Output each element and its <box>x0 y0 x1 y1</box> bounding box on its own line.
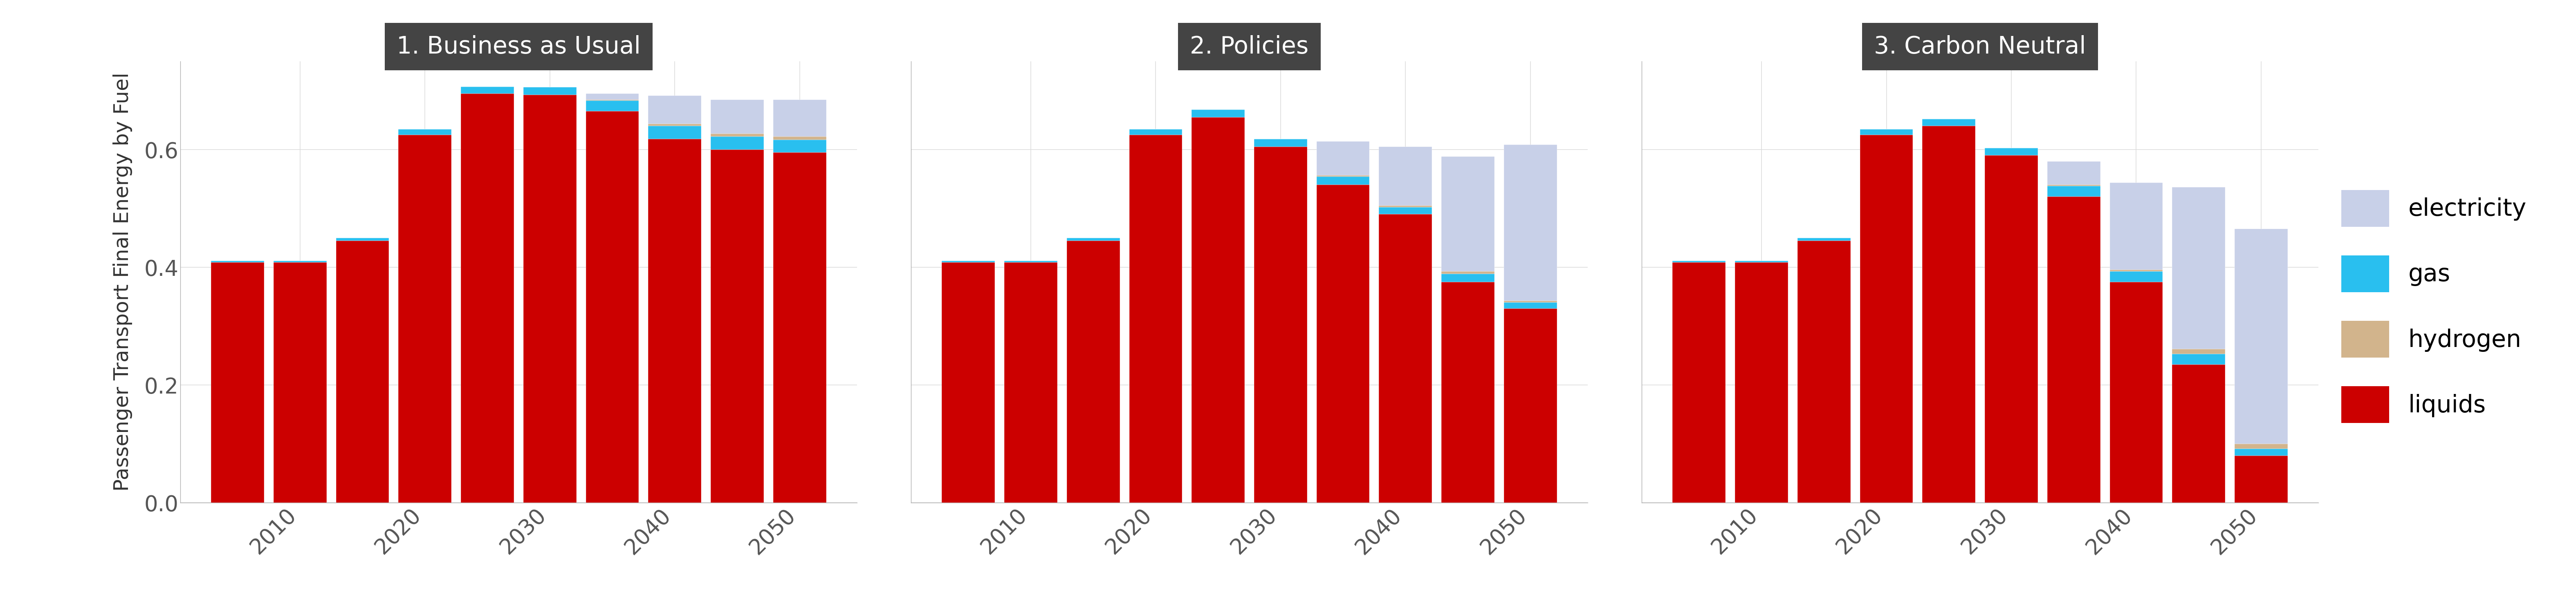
Bar <box>211 261 265 262</box>
Bar <box>711 134 762 137</box>
Bar <box>523 95 577 503</box>
Bar <box>2110 282 2164 503</box>
Bar <box>2233 444 2287 449</box>
Bar <box>773 153 827 503</box>
Bar <box>2172 354 2226 364</box>
Bar <box>273 262 327 503</box>
Bar <box>1193 110 1244 117</box>
Bar <box>1128 135 1182 503</box>
Bar <box>1005 261 1056 262</box>
Bar <box>2110 183 2164 270</box>
Bar <box>1736 261 1788 262</box>
Bar <box>1255 139 1306 147</box>
Bar <box>335 238 389 241</box>
Bar <box>1504 303 1556 308</box>
Bar <box>1443 274 1494 282</box>
Bar <box>1504 145 1556 301</box>
Bar <box>943 261 994 262</box>
Bar <box>1128 129 1182 135</box>
Bar <box>1255 147 1306 503</box>
Bar <box>1860 135 1914 503</box>
Bar <box>585 112 639 503</box>
Bar <box>2048 161 2099 185</box>
Bar <box>1378 215 1432 503</box>
Bar <box>399 135 451 503</box>
Bar <box>2110 270 2164 272</box>
Bar <box>1443 157 1494 272</box>
Bar <box>1922 119 1976 126</box>
Bar <box>2172 364 2226 503</box>
Bar <box>773 99 827 137</box>
Bar <box>1066 241 1121 503</box>
Bar <box>2048 186 2099 197</box>
Bar <box>461 86 515 94</box>
Bar <box>649 124 701 126</box>
Title: 2. Policies: 2. Policies <box>1190 35 1309 58</box>
Bar <box>649 96 701 124</box>
Bar <box>773 140 827 153</box>
Bar <box>1922 126 1976 503</box>
Bar <box>1378 147 1432 205</box>
Bar <box>2233 455 2287 503</box>
Bar <box>1798 241 1850 503</box>
Bar <box>273 261 327 262</box>
Bar <box>649 139 701 503</box>
Bar <box>943 262 994 503</box>
Bar <box>2233 229 2287 444</box>
Bar <box>585 99 639 101</box>
Bar <box>1066 238 1121 241</box>
Bar <box>649 126 701 139</box>
Bar <box>1316 185 1370 503</box>
Bar <box>1984 148 2038 156</box>
Title: 1. Business as Usual: 1. Business as Usual <box>397 35 641 58</box>
Bar <box>1316 175 1370 177</box>
Bar <box>1193 117 1244 503</box>
Bar <box>773 137 827 140</box>
Bar <box>2048 197 2099 503</box>
Bar <box>399 129 451 135</box>
Bar <box>1504 308 1556 503</box>
Bar <box>1443 282 1494 503</box>
Bar <box>1443 272 1494 274</box>
Bar <box>1378 207 1432 215</box>
Bar <box>2233 449 2287 455</box>
Bar <box>335 241 389 503</box>
Bar <box>1504 301 1556 303</box>
Bar <box>461 94 515 503</box>
Title: 3. Carbon Neutral: 3. Carbon Neutral <box>1875 35 2087 58</box>
Legend: electricity, gas, hydrogen, liquids: electricity, gas, hydrogen, liquids <box>2329 178 2537 435</box>
Bar <box>1316 142 1370 175</box>
Y-axis label: Passenger Transport Final Energy by Fuel: Passenger Transport Final Energy by Fuel <box>113 72 131 492</box>
Bar <box>1378 205 1432 207</box>
Bar <box>1005 262 1056 503</box>
Bar <box>1672 262 1726 503</box>
Bar <box>585 94 639 99</box>
Bar <box>711 150 762 503</box>
Bar <box>2048 185 2099 186</box>
Bar <box>1316 177 1370 185</box>
Bar <box>711 99 762 134</box>
Bar <box>585 101 639 112</box>
Bar <box>1672 261 1726 262</box>
Bar <box>2172 349 2226 354</box>
Bar <box>1860 129 1914 135</box>
Bar <box>711 137 762 150</box>
Bar <box>1736 262 1788 503</box>
Bar <box>1798 238 1850 241</box>
Bar <box>2172 187 2226 349</box>
Bar <box>523 87 577 95</box>
Bar <box>1984 156 2038 503</box>
Bar <box>211 262 265 503</box>
Bar <box>2110 272 2164 282</box>
